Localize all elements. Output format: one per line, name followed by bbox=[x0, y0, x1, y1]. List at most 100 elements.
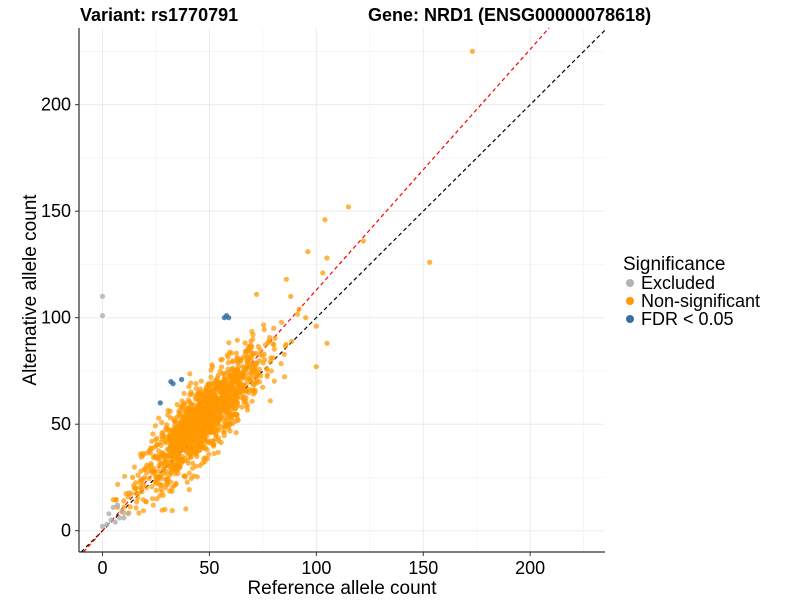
point-non-significant bbox=[208, 411, 214, 417]
point-non-significant bbox=[226, 340, 232, 346]
point-non-significant bbox=[153, 487, 159, 493]
point-non-significant bbox=[197, 386, 203, 392]
point-non-significant bbox=[140, 497, 146, 503]
point-non-significant bbox=[182, 447, 188, 454]
point-non-significant bbox=[163, 440, 169, 446]
reference-line-1 bbox=[80, 29, 606, 553]
point-non-significant bbox=[313, 364, 319, 370]
point-non-significant bbox=[188, 449, 194, 455]
point-non-significant bbox=[187, 454, 193, 460]
axes: 0 50 100 150 200 0 50 100 150 200 bbox=[41, 28, 605, 578]
point-non-significant bbox=[233, 350, 239, 356]
point-non-significant bbox=[159, 419, 165, 426]
point-non-significant bbox=[219, 424, 225, 430]
point-non-significant bbox=[187, 416, 193, 422]
point-non-significant bbox=[241, 399, 247, 405]
point-non-significant bbox=[206, 386, 212, 392]
point-non-significant bbox=[125, 494, 131, 500]
point-non-significant bbox=[224, 389, 230, 395]
point-excluded bbox=[104, 521, 110, 527]
point-non-significant bbox=[133, 505, 139, 511]
point-non-significant bbox=[167, 488, 173, 494]
point-non-significant bbox=[149, 484, 155, 490]
point-non-significant bbox=[174, 401, 180, 408]
point-non-significant bbox=[173, 435, 179, 441]
point-non-significant bbox=[171, 462, 177, 468]
point-non-significant bbox=[221, 371, 227, 377]
point-non-significant bbox=[192, 441, 198, 447]
point-non-significant bbox=[185, 460, 191, 466]
point-non-significant bbox=[296, 306, 302, 312]
point-non-significant bbox=[136, 510, 142, 516]
point-non-significant bbox=[195, 428, 201, 434]
point-non-significant bbox=[229, 411, 235, 417]
point-non-significant bbox=[165, 475, 171, 482]
point-non-significant bbox=[203, 414, 210, 420]
point-non-significant bbox=[200, 392, 206, 398]
point-non-significant bbox=[198, 378, 204, 384]
point-non-significant bbox=[199, 405, 205, 411]
point-non-significant bbox=[209, 428, 215, 434]
point-non-significant bbox=[143, 485, 149, 491]
point-non-significant bbox=[313, 323, 319, 329]
point-non-significant bbox=[165, 407, 171, 414]
point-non-significant bbox=[121, 498, 127, 504]
point-non-significant bbox=[225, 402, 232, 408]
point-non-significant bbox=[249, 328, 255, 335]
point-non-significant bbox=[211, 442, 217, 448]
point-non-significant bbox=[180, 458, 186, 464]
point-non-significant bbox=[149, 438, 155, 444]
point-excluded bbox=[110, 504, 116, 510]
point-excluded bbox=[117, 515, 123, 521]
legend-label-fdr: FDR < 0.05 bbox=[641, 309, 734, 329]
point-non-significant bbox=[257, 351, 263, 357]
point-non-significant bbox=[110, 497, 116, 503]
point-non-significant bbox=[185, 397, 192, 403]
point-non-significant bbox=[294, 311, 301, 317]
point-non-significant bbox=[193, 396, 199, 402]
point-non-significant bbox=[188, 389, 194, 395]
point-non-significant bbox=[167, 415, 174, 421]
point-non-significant bbox=[186, 438, 193, 444]
point-non-significant bbox=[162, 506, 168, 512]
point-non-significant bbox=[261, 326, 267, 333]
point-non-significant bbox=[207, 381, 213, 387]
point-non-significant bbox=[202, 455, 208, 461]
point-non-significant bbox=[152, 423, 158, 429]
point-non-significant bbox=[193, 381, 199, 387]
point-non-significant bbox=[264, 373, 270, 380]
point-non-significant bbox=[257, 347, 263, 353]
point-non-significant bbox=[196, 432, 202, 438]
point-non-significant bbox=[138, 468, 144, 474]
point-non-significant bbox=[154, 496, 160, 502]
point-non-significant bbox=[236, 387, 243, 393]
point-non-significant bbox=[160, 461, 166, 467]
point-non-significant bbox=[121, 504, 127, 510]
point-non-significant bbox=[183, 410, 189, 416]
point-non-significant bbox=[322, 217, 328, 223]
point-non-significant bbox=[122, 473, 128, 479]
point-non-significant bbox=[227, 373, 233, 379]
point-non-significant bbox=[134, 499, 140, 505]
point-non-significant bbox=[144, 462, 150, 468]
point-non-significant bbox=[156, 415, 162, 421]
point-non-significant bbox=[262, 357, 268, 363]
point-non-significant bbox=[271, 342, 277, 348]
point-non-significant bbox=[187, 405, 193, 412]
y-axis-title: Alternative allele count bbox=[20, 194, 41, 386]
point-non-significant bbox=[213, 385, 219, 392]
point-non-significant bbox=[243, 387, 249, 393]
point-non-significant bbox=[193, 386, 199, 392]
point-non-significant bbox=[469, 48, 475, 55]
point-non-significant bbox=[239, 404, 245, 410]
point-non-significant bbox=[178, 426, 184, 432]
variant-title: Variant: rs1770791 bbox=[80, 5, 238, 25]
point-non-significant bbox=[173, 480, 179, 487]
point-non-significant bbox=[201, 437, 207, 443]
point-non-significant bbox=[166, 447, 172, 453]
point-non-significant bbox=[253, 363, 259, 369]
point-non-significant bbox=[176, 412, 182, 418]
point-non-significant bbox=[149, 496, 155, 502]
point-non-significant bbox=[225, 366, 231, 372]
point-non-significant bbox=[204, 447, 210, 453]
